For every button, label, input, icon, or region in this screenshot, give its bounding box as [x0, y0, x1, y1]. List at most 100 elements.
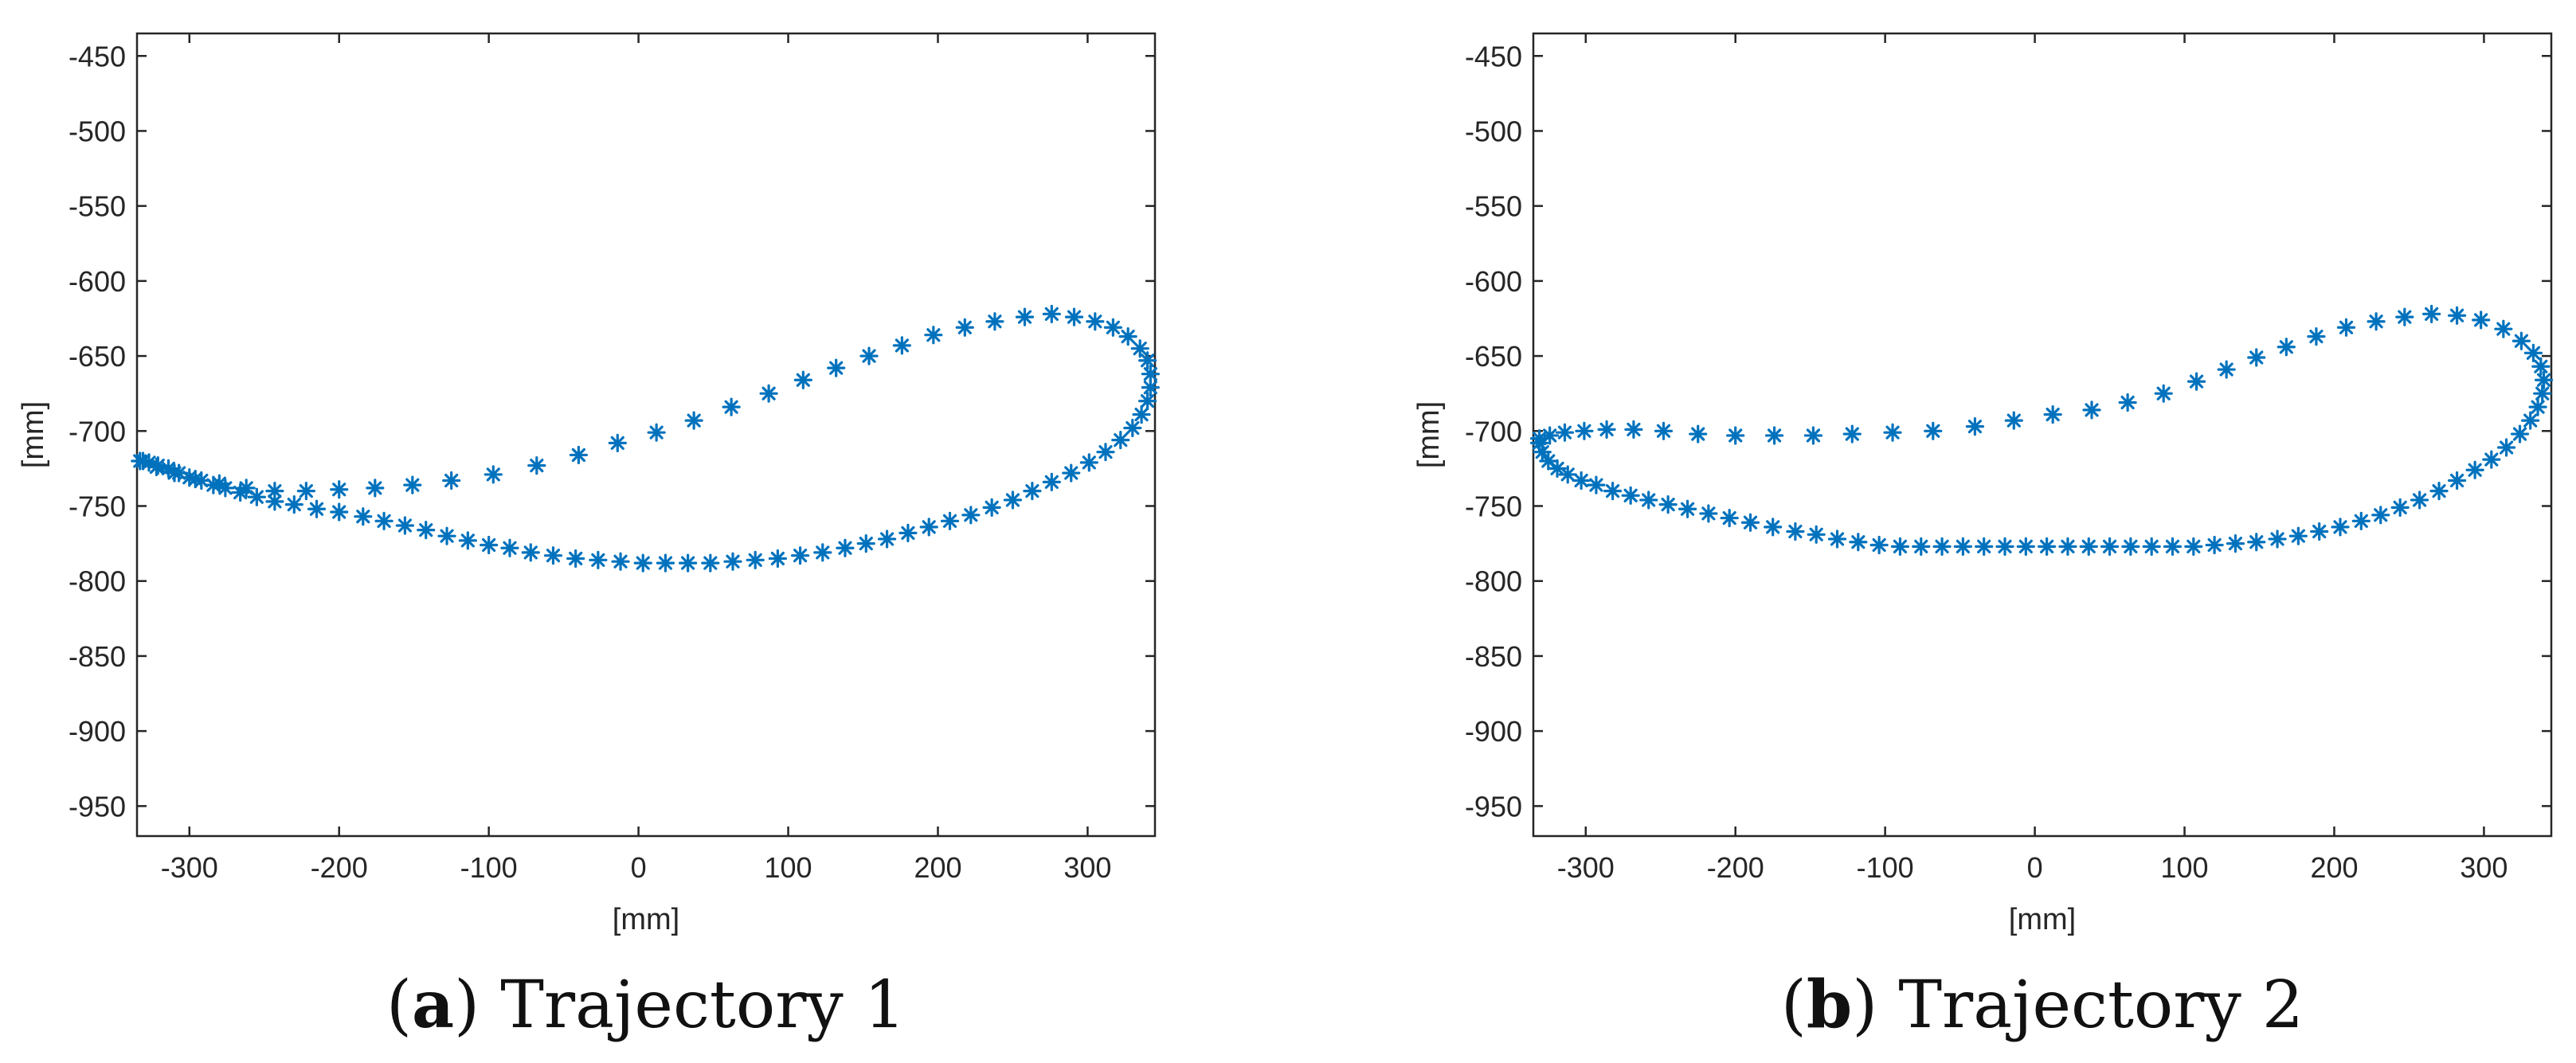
- data-point: [608, 433, 627, 452]
- data-point: [1555, 423, 1575, 442]
- data-point: [856, 533, 875, 553]
- data-point: [1624, 420, 1643, 440]
- data-point: [521, 543, 540, 562]
- data-point: [1932, 537, 1952, 556]
- data-point: [165, 463, 184, 483]
- data-point: [1689, 424, 1708, 444]
- data-point: [1890, 537, 1910, 556]
- data-point: [1587, 475, 1606, 494]
- data-point: [330, 480, 349, 499]
- data-point: [859, 346, 879, 365]
- data-point: [1975, 537, 1994, 556]
- data-point: [759, 384, 778, 403]
- caption-title: Trajectory 1: [500, 967, 906, 1043]
- data-point: [1086, 312, 1105, 331]
- data-point: [1678, 499, 1697, 518]
- data-point: [924, 326, 943, 345]
- data-point: [566, 549, 585, 569]
- data-point: [827, 358, 846, 377]
- data-point: [1658, 495, 1678, 514]
- y-tick-label: -750: [1465, 490, 1522, 522]
- data-point: [679, 553, 698, 573]
- data-point: [2247, 348, 2266, 367]
- data-point: [2367, 312, 2386, 331]
- data-point: [2186, 372, 2206, 391]
- y-tick-label: -650: [1465, 340, 1522, 373]
- data-point: [1597, 420, 1616, 440]
- x-tick-label: 100: [765, 851, 812, 884]
- data-point: [2523, 343, 2543, 362]
- data-point: [701, 553, 720, 573]
- data-point: [1064, 307, 1084, 326]
- y-tick-label: -550: [69, 190, 126, 223]
- data-point: [437, 526, 456, 545]
- data-point: [940, 511, 960, 530]
- data-point: [1118, 326, 1137, 346]
- data-point: [1621, 486, 1640, 505]
- data-point: [2079, 537, 2098, 556]
- chart-trajectory-1: -300 -200 -100 0 100 200 300 -450 -500 -550 -600 -6…: [17, 32, 1160, 1043]
- data-point: [2521, 411, 2540, 430]
- data-point: [1720, 508, 1739, 528]
- data-point: [500, 538, 519, 557]
- data-point: [1740, 513, 1760, 532]
- caption-letter: a: [412, 967, 454, 1043]
- data-point: [2511, 331, 2531, 350]
- chart-trajectory-2: -300 -200 -100 0 100 200 300 -450 -500 -550 -600 -6…: [1412, 32, 2554, 1043]
- data-point: [2163, 537, 2183, 556]
- data-point: [1558, 465, 1577, 484]
- data-point: [723, 552, 742, 571]
- data-point: [2217, 360, 2236, 379]
- x-tick-label: 200: [914, 851, 961, 884]
- data-point: [1123, 418, 1142, 438]
- data-point: [1079, 453, 1098, 472]
- data-point: [2494, 319, 2513, 338]
- data-point: [417, 521, 436, 540]
- data-point: [1803, 426, 1823, 445]
- data-point: [1141, 365, 1160, 384]
- y-tick-label: -500: [1465, 115, 1522, 147]
- x-tick-label: 300: [2460, 851, 2507, 884]
- panel-caption: (b) Trajectory 2: [1781, 967, 2304, 1043]
- data-point: [442, 471, 461, 490]
- data-point: [1003, 490, 1023, 510]
- data-point: [1965, 417, 1985, 436]
- data-point: [1103, 318, 1122, 337]
- data-point: [2142, 537, 2161, 556]
- data-point: [790, 546, 810, 565]
- data-point: [2307, 326, 2326, 346]
- data-point: [2351, 511, 2370, 530]
- y-tick-label: -950: [1465, 790, 1522, 823]
- data-point: [483, 465, 503, 484]
- data-point: [647, 423, 666, 442]
- data-point: [722, 397, 741, 416]
- data-point: [1138, 351, 1157, 370]
- data-point: [1995, 537, 2014, 556]
- tick-marks: [1533, 33, 2551, 836]
- y-tick-label: -650: [69, 340, 126, 373]
- data-point: [768, 549, 787, 569]
- tick-marks: [137, 33, 1155, 836]
- data-point: [2331, 518, 2350, 537]
- data-point: [1654, 421, 1674, 440]
- data-point: [2510, 424, 2530, 444]
- data-point: [1726, 426, 1745, 445]
- data-point: [1764, 518, 1783, 537]
- data-point: [877, 530, 897, 549]
- data-point: [898, 523, 918, 543]
- data-point: [2395, 307, 2414, 326]
- y-tick-label: -450: [1465, 40, 1522, 72]
- y-axis-label: [mm]: [17, 401, 50, 468]
- y-tick-label: -850: [1465, 640, 1522, 673]
- x-tick-label: 200: [2310, 851, 2358, 884]
- data-point: [1912, 537, 1931, 556]
- data-point: [2410, 490, 2429, 510]
- data-point: [374, 511, 393, 530]
- data-point: [1699, 504, 1718, 523]
- data-point: [2082, 401, 2101, 420]
- y-tick-label: -900: [1465, 715, 1522, 748]
- y-tick-label: -850: [69, 640, 126, 673]
- data-point: [2016, 537, 2035, 556]
- data-point: [2447, 306, 2467, 325]
